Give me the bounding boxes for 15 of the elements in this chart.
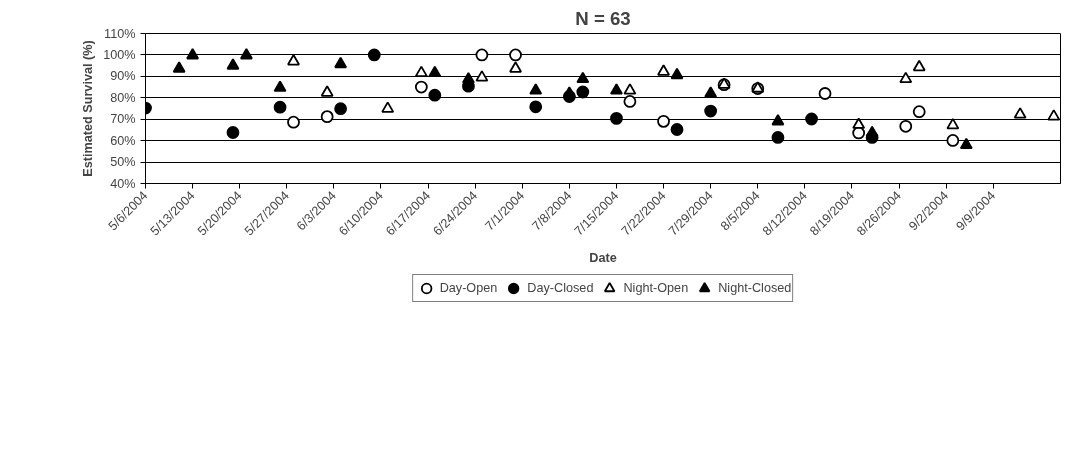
y-tick-label: 60% <box>110 133 136 148</box>
legend-label: Day-Closed <box>527 281 594 295</box>
y-tick-label: 90% <box>110 69 136 84</box>
y-tick-label: 110% <box>104 26 136 41</box>
y-tick-label: 70% <box>110 112 136 127</box>
legend-label: Night-Open <box>623 281 689 295</box>
chart-title: N = 63 <box>575 7 631 29</box>
legend-label: Night-Closed <box>718 281 792 295</box>
y-tick-label: 50% <box>110 155 136 170</box>
x-axis-title: Date <box>589 251 617 266</box>
y-tick-label: 80% <box>110 90 136 105</box>
legend-label: Day-Open <box>439 281 498 295</box>
y-tick-label: 100% <box>103 47 136 62</box>
y-tick-label: 40% <box>110 176 136 191</box>
y-axis-title: Estimated Survival (%) <box>81 40 96 177</box>
